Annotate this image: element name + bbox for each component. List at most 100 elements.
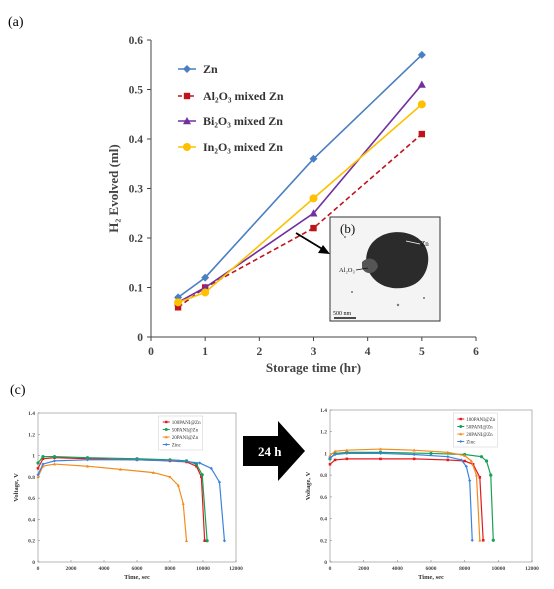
data-point	[168, 475, 172, 479]
data-point	[36, 461, 40, 465]
y-tick-label: 1	[32, 454, 35, 460]
series-line	[177, 84, 423, 304]
discharge-chart-before: 0 0.2 0.4 0.6 0.8 1 1.2 1.4 0 2000 4000 6000 8000 100…	[13, 411, 243, 581]
al2o3-pointer	[355, 267, 369, 271]
series-3	[328, 451, 474, 542]
legend-marker	[459, 432, 463, 436]
data-point	[176, 459, 180, 463]
y-tick-label: 1.2	[28, 432, 35, 438]
series-line	[329, 451, 494, 541]
time-arrow-shape	[243, 421, 305, 481]
y-axis-label: H₂ Evolved (ml)	[106, 144, 121, 232]
data-point	[176, 483, 180, 487]
y-tick-label: 0.8	[320, 473, 327, 479]
x-tick-label: 8000	[459, 566, 470, 572]
x-tick-label: 4	[365, 346, 371, 358]
inset-label-zn: Zn	[421, 240, 429, 248]
y-tick-label: 0.4	[129, 134, 144, 146]
inset-label-al2o3: Al₂O₃	[339, 267, 355, 274]
legend: Zn Al₂O₃ mixed Zn Bi₂O₃ mixed Zn In₂O₃ mixe…	[178, 62, 284, 154]
legend-label: 20PANI@Zn	[172, 436, 199, 441]
legend-label: Al₂O₃ mixed Zn	[203, 89, 284, 103]
data-point	[36, 475, 40, 479]
data-point	[446, 455, 450, 459]
data-point	[222, 539, 227, 543]
y-tick-label: 0.5	[129, 85, 144, 97]
x-tick-label: 0	[329, 566, 332, 572]
data-point	[201, 273, 210, 282]
data-point	[417, 80, 426, 88]
y-tick-label: 1.2	[320, 430, 327, 436]
x-tick-label: 1	[202, 346, 208, 358]
data-point	[459, 458, 463, 462]
series-line	[177, 103, 423, 304]
x-tick-label: 2000	[358, 566, 369, 572]
data-point	[446, 458, 450, 462]
legend-marker	[165, 420, 168, 424]
legend-marker	[164, 428, 168, 431]
speck	[344, 236, 346, 238]
x-axis-label: Time, sec	[418, 574, 444, 581]
y-tick-label: 0.1	[129, 283, 144, 295]
legend-label: Bi₂O₃ mixed Zn	[203, 114, 283, 128]
series-1	[36, 455, 209, 543]
data-point	[412, 448, 416, 452]
y-tick-label: 0.6	[28, 496, 35, 502]
legend-marker	[183, 143, 191, 151]
coating-shape	[362, 258, 378, 274]
x-tick-label: 8000	[165, 566, 176, 572]
x-tick-label: 10000	[196, 566, 210, 572]
data-point	[174, 304, 182, 311]
data-point	[412, 452, 416, 457]
legend-marker	[164, 435, 168, 439]
data-point	[478, 538, 482, 542]
data-point	[181, 501, 185, 505]
data-point	[463, 454, 467, 457]
legend-label: 100PANI@Zn	[466, 418, 495, 423]
y-tick-label: 0.2	[129, 233, 144, 245]
tem-inset: Zn Al₂O₃ 500 nm (b)	[329, 216, 441, 322]
data-point	[52, 455, 57, 459]
data-point	[481, 539, 485, 542]
data-point	[345, 457, 349, 461]
speck	[396, 303, 400, 307]
data-point	[85, 458, 90, 462]
x-tick-label: 6	[473, 346, 479, 358]
inset-pointer-arrow	[295, 232, 325, 251]
data-point	[41, 462, 45, 466]
zn-pointer	[405, 240, 421, 245]
data-point	[209, 466, 213, 470]
discharge-chart-after: 0 0.2 0.4 0.6 0.8 1 1.2 1.4 0 2000 4000 6000 8000 100…	[305, 408, 539, 581]
x-tick-label: 4000	[392, 566, 403, 572]
legend-label: 50PANI@Zn	[172, 429, 199, 434]
particle-shape	[366, 232, 429, 289]
y-tick-label: 0	[32, 560, 35, 566]
panel-label-b: (b)	[340, 221, 355, 236]
legend-label: 50PANI@Zn	[466, 426, 493, 431]
data-point	[378, 447, 383, 451]
data-point	[379, 457, 382, 461]
data-point	[418, 130, 426, 138]
panel-label-a: (a)	[8, 15, 24, 30]
data-point	[478, 476, 482, 479]
speck	[351, 291, 353, 293]
data-point	[378, 451, 383, 456]
data-point	[345, 448, 349, 452]
legend-marker	[183, 65, 191, 73]
y-axis-label: Voltage, V	[13, 473, 20, 502]
y-tick-label: 0.2	[320, 538, 327, 544]
data-point	[41, 457, 45, 461]
x-tick-label: 6000	[132, 566, 143, 572]
data-point	[333, 452, 337, 457]
data-point	[484, 459, 489, 463]
data-point	[195, 464, 198, 468]
x-tick-label: 2000	[66, 566, 77, 572]
series-2	[36, 462, 189, 542]
y-tick-label: 0.6	[320, 495, 327, 501]
x-tick-label: 3	[311, 346, 317, 358]
scalebar-label: 500 nm	[333, 311, 352, 317]
data-point	[412, 457, 416, 461]
data-point	[309, 154, 318, 163]
data-point	[36, 473, 40, 477]
